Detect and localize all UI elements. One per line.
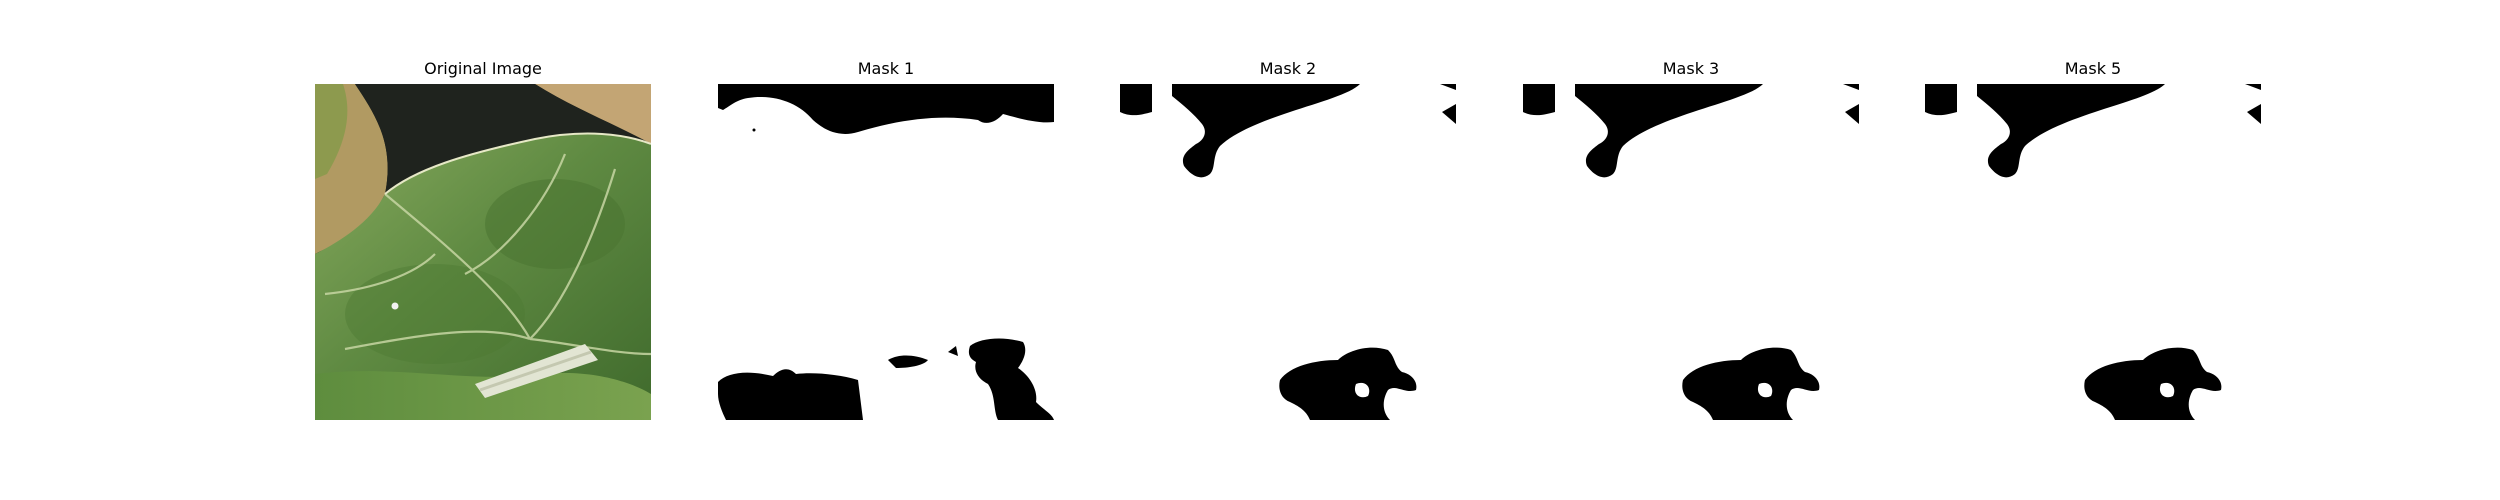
original-leaf-photo: [315, 84, 651, 420]
mask-2-image: [1120, 84, 1456, 420]
mask-1-image: [718, 84, 1054, 420]
panel-title: Original Image: [424, 59, 542, 78]
mask-3-image: [1523, 84, 1859, 420]
panel-mask-3: Mask 3: [1523, 57, 1859, 427]
panel-mask-5: Mask 5: [1925, 57, 2261, 427]
panel-title: Mask 5: [2064, 59, 2122, 78]
panel-mask-1: Mask 1: [718, 57, 1054, 427]
panel-mask-2: Mask 2: [1120, 57, 1456, 427]
panel-title: Mask 3: [1662, 59, 1720, 78]
panel-original-image: Original Image: [315, 57, 651, 427]
mask-5-image: [1925, 84, 2261, 420]
panel-title: Mask 1: [857, 59, 915, 78]
panel-title: Mask 2: [1259, 59, 1317, 78]
